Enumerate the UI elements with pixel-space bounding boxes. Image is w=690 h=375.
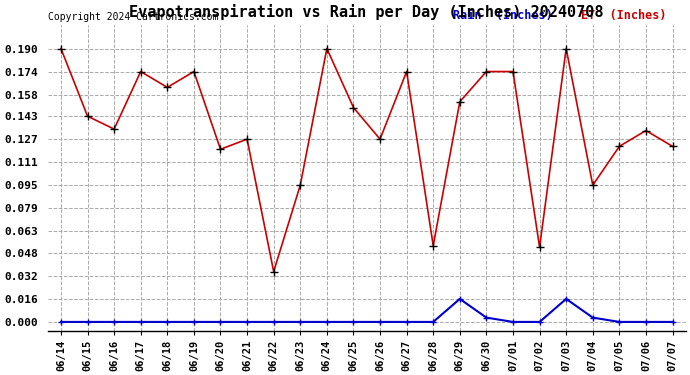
Title: Evapotranspiration vs Rain per Day (Inches) 20240708: Evapotranspiration vs Rain per Day (Inch…	[130, 4, 604, 20]
Text: Copyright 2024 Cartronics.com: Copyright 2024 Cartronics.com	[48, 12, 218, 22]
Text: Rain  (Inches): Rain (Inches)	[453, 9, 553, 22]
Text: ET  (Inches): ET (Inches)	[580, 9, 666, 22]
